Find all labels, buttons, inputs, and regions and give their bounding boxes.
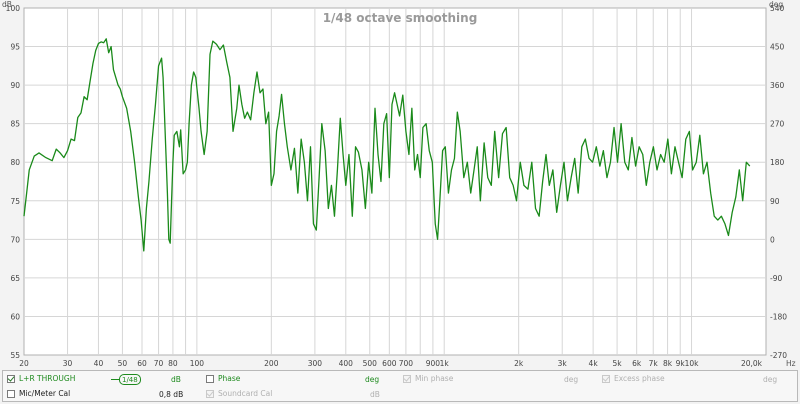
y-tick-label: 65 <box>10 274 20 283</box>
phase-tick-label: 90 <box>770 197 780 206</box>
x-tick-label: 3k <box>558 359 568 368</box>
min-phase-item: Min phase <box>403 374 453 383</box>
series-label: L+R THROUGH <box>19 374 76 383</box>
x-tick-label: 900 <box>426 359 441 368</box>
x-tick-label: 300 <box>308 359 323 368</box>
y-tick-label: 80 <box>10 158 20 167</box>
y-tick-label: 70 <box>10 235 20 244</box>
chart-title: 1/48 octave smoothing <box>323 11 478 25</box>
x-tick-label: 8k <box>663 359 673 368</box>
mic-cal-value: 0,8 dB <box>159 390 184 399</box>
x-tick-label: 70 <box>154 359 164 368</box>
left-axis-unit: dB <box>2 0 12 9</box>
min-phase-label: Min phase <box>415 374 454 383</box>
x-tick-label: 80 <box>168 359 178 368</box>
x-tick-label: 100 <box>190 359 205 368</box>
soundcard-cal-checkbox <box>206 389 214 398</box>
excess-phase-checkbox <box>602 374 610 383</box>
phase-label: Phase <box>218 374 241 383</box>
phase-tick-label: -270 <box>770 351 787 360</box>
x-axis-unit: Hz <box>786 359 796 368</box>
x-tick-label: 10k <box>685 359 700 368</box>
x-tick-label: 30 <box>63 359 73 368</box>
x-tick-label: 400 <box>339 359 354 368</box>
min-phase-checkbox <box>403 374 411 383</box>
frequency-response-chart: 20 30 40 50 60 70 80 100 200 300 400 500 600 700 900 1k… <box>2 0 796 368</box>
series-line-l-r-through <box>23 38 751 252</box>
series-unit-label: dB <box>171 375 181 384</box>
mic-cal-item[interactable]: Mic/Meter Cal <box>7 389 70 398</box>
x-tick-label: 600 <box>382 359 397 368</box>
y-tick-label: 95 <box>10 43 20 52</box>
smoothing-selector[interactable]: 1/48 <box>111 374 141 385</box>
phase-item[interactable]: Phase <box>206 374 240 383</box>
series-group <box>23 38 751 252</box>
excess-phase-item: Excess phase <box>602 374 665 383</box>
x-tick-label: 4k <box>589 359 599 368</box>
soundcard-cal-unit: dB <box>370 390 380 399</box>
y-tick-label: 75 <box>10 197 20 206</box>
x-tick-label: 20,0k <box>741 359 763 368</box>
x-tick-label: 500 <box>363 359 378 368</box>
phase-tick-label: 0 <box>770 235 775 244</box>
soundcard-cal-item: Soundcard Cal <box>206 389 272 398</box>
series-line-swatch <box>111 378 119 381</box>
y-tick-label: 55 <box>10 351 20 360</box>
series-visible-checkbox[interactable] <box>7 374 15 383</box>
soundcard-cal-label: Soundcard Cal <box>218 389 273 398</box>
phase-tick-label: 360 <box>770 81 785 90</box>
x-tick-label: 2k <box>514 359 524 368</box>
x-tick-label: 200 <box>264 359 279 368</box>
x-tick-label: 7k <box>649 359 659 368</box>
phase-tick-label: 180 <box>770 158 785 167</box>
phase-unit-label: deg <box>365 375 380 384</box>
x-tick-label: 40 <box>94 359 104 368</box>
x-tick-label: 5k <box>613 359 623 368</box>
y-tick-label: 90 <box>10 81 20 90</box>
y-axis-ticks: 55 60 65 70 75 80 85 90 95 100 <box>6 4 21 360</box>
x-tick-label: 700 <box>399 359 414 368</box>
y-tick-label: 100 <box>6 4 21 13</box>
x-tick-label: 60 <box>137 359 147 368</box>
mic-cal-label: Mic/Meter Cal <box>19 389 71 398</box>
smoothing-label: 1/48 <box>122 375 138 384</box>
phase-tick-label: -90 <box>770 274 782 283</box>
phase-tick-label: 270 <box>770 120 785 129</box>
x-tick-label: 6k <box>632 359 642 368</box>
legend-panel: L+R THROUGH 1/48 dB Phase deg Min phase … <box>2 370 798 402</box>
phase-checkbox[interactable] <box>206 374 214 383</box>
x-tick-label: 20 <box>19 359 29 368</box>
phase-tick-label: 450 <box>770 43 785 52</box>
x-tick-label: 1k <box>440 359 450 368</box>
excess-phase-label: Excess phase <box>614 374 665 383</box>
y-tick-label: 85 <box>10 120 20 129</box>
legend-series-item[interactable]: L+R THROUGH <box>7 374 75 383</box>
x-tick-label: 9k <box>676 359 686 368</box>
phase-tick-label: 540 <box>770 4 785 13</box>
plot-area[interactable] <box>23 7 767 356</box>
mic-cal-checkbox[interactable] <box>7 389 15 398</box>
x-tick-label: 50 <box>118 359 128 368</box>
right-axis-unit: deg <box>769 0 783 9</box>
phase-tick-label: -180 <box>770 312 787 321</box>
phase-axis-ticks: -270 -180 -90 0 90 180 270 360 450 540 <box>770 4 787 360</box>
x-axis-ticks: 20 30 40 50 60 70 80 100 200 300 400 500 600 700 900 1k… <box>19 359 762 368</box>
excess-phase-unit-label: deg <box>763 375 778 384</box>
smoothing-box[interactable]: 1/48 <box>119 374 141 385</box>
min-phase-unit-label: deg <box>564 375 579 384</box>
y-tick-label: 60 <box>10 312 20 321</box>
